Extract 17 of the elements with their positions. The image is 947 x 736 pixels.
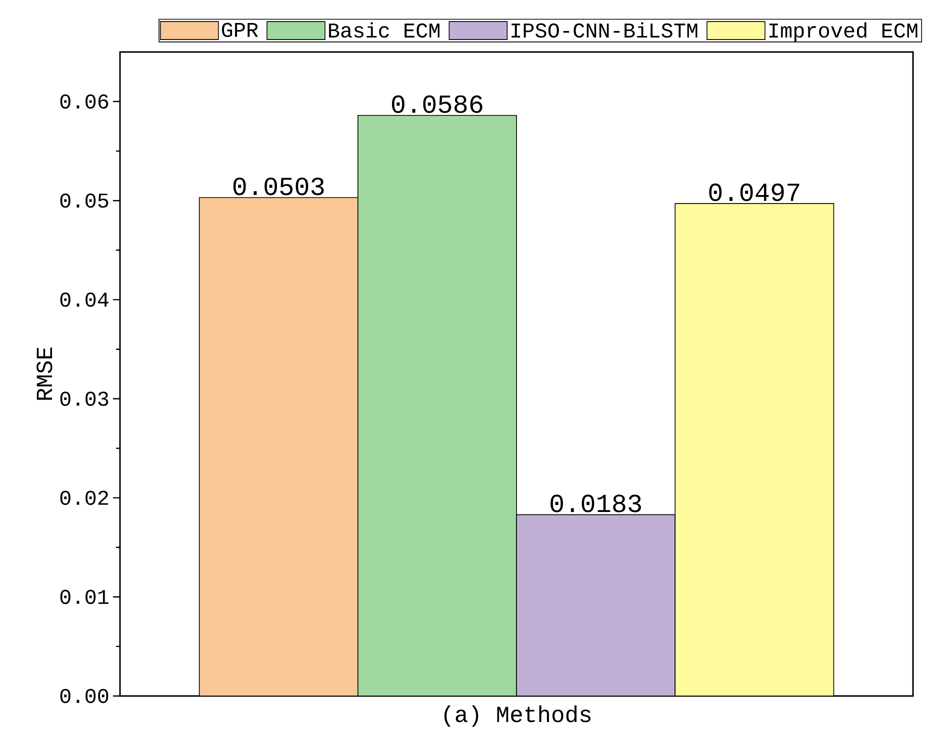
y-tick-label: 0.05	[60, 193, 108, 208]
data-label: 0.0586	[392, 95, 482, 113]
y-tick-label: 0.01	[60, 590, 108, 604]
legend-label: IPSO-CNN-BiLSTM	[512, 22, 698, 38]
data-label: 0.0497	[709, 184, 800, 202]
x-axis-title: (a) Methods	[444, 705, 590, 727]
legend-label: Basic ECM	[329, 22, 440, 38]
legend-label: Improved ECM	[769, 22, 918, 42]
data-label: 0.0183	[550, 494, 641, 512]
data-label: 0.0503	[233, 178, 324, 196]
y-tick-label: 0.06	[60, 94, 108, 109]
y-tick-label: 0.00	[60, 688, 108, 704]
legend-label: GPR	[222, 22, 258, 38]
y-axis-title: RMSE	[36, 348, 52, 400]
y-tick-label: 0.03	[60, 392, 108, 406]
y-tick-label: 0.02	[60, 490, 108, 505]
y-tick-label: 0.04	[60, 292, 108, 307]
